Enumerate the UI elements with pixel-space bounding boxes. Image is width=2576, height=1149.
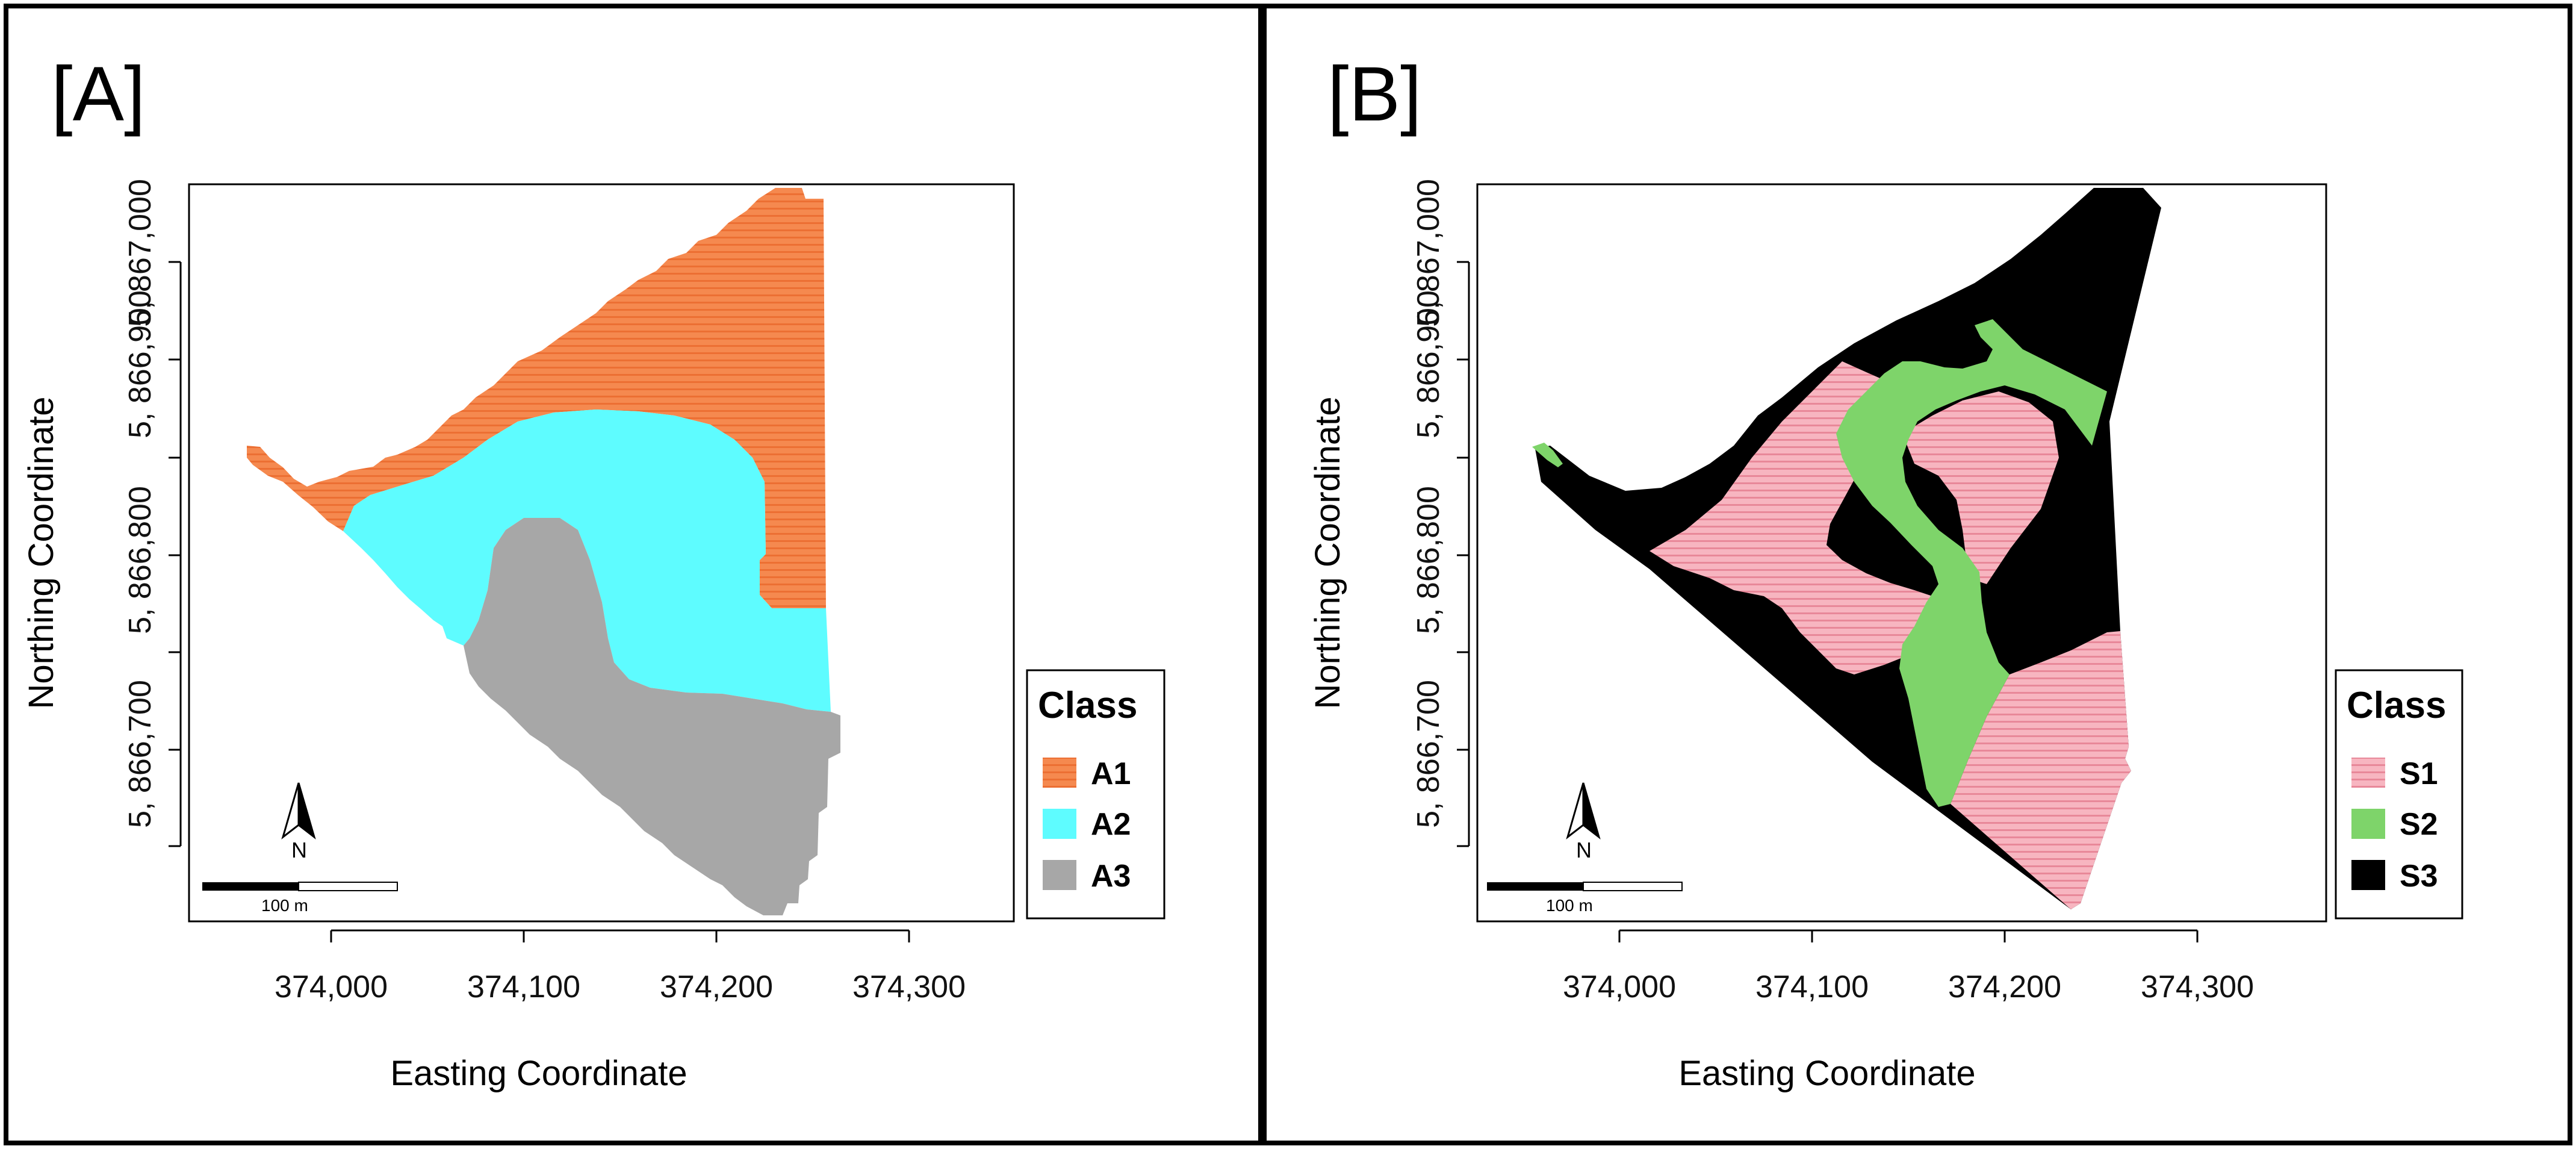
panel-divider — [1258, 6, 1267, 1143]
panel-b-map — [1532, 188, 2161, 909]
class-s2-region — [1532, 443, 1563, 467]
legend-label-a1: A1 — [1091, 756, 1131, 791]
y-tick-label: 5, 866,700 — [123, 680, 158, 828]
x-tick-label: 374,000 — [275, 970, 388, 1004]
panel-b-x-axis — [1618, 929, 2199, 942]
panel-b-legend: Class S1 S2 S3 — [2335, 669, 2463, 920]
y-tick-label: 5, 866,900 — [123, 290, 158, 438]
legend-swatch-a2 — [1043, 809, 1076, 839]
x-axis-title: Easting Coordinate — [390, 1054, 687, 1093]
panel-b-y-axis — [1457, 261, 1470, 847]
north-arrow-icon — [1566, 782, 1601, 839]
x-tick-label: 374,300 — [2141, 970, 2254, 1004]
class-a2-region — [343, 409, 831, 712]
north-label: N — [291, 838, 307, 862]
legend-swatch-a3 — [1043, 860, 1076, 890]
panel-b-plot-box — [1476, 183, 2327, 923]
y-tick-label: 5, 866,700 — [1411, 680, 1446, 828]
panel-a-legend: Class A1 A2 A3 — [1026, 669, 1165, 920]
legend-swatch-s3 — [2351, 860, 2385, 890]
panel-a-y-axis — [169, 261, 182, 847]
legend-label-s2: S2 — [2400, 807, 2438, 842]
class-s2-region — [1836, 319, 2107, 807]
class-s1-region — [1650, 361, 1957, 674]
scale-label: 100 m — [1546, 896, 1593, 915]
legend-swatch-s2 — [2351, 809, 2385, 839]
x-tick-label: 374,100 — [1755, 970, 1869, 1004]
class-s1-region — [1951, 631, 2131, 909]
scale-bar — [1487, 882, 1683, 891]
scale-bar — [202, 882, 398, 891]
panel-b-label: [B] — [1327, 51, 1422, 137]
class-a3-region — [464, 518, 840, 915]
y-axis-title: Northing Coordinate — [22, 396, 61, 709]
class-a1-region — [247, 188, 826, 608]
x-tick-label: 374,100 — [467, 970, 580, 1004]
panel-a-x-axis — [330, 929, 910, 942]
legend-label-a3: A3 — [1091, 859, 1131, 894]
y-tick-label: 5, 866,800 — [123, 486, 158, 634]
class-s1-region — [1902, 391, 2059, 584]
x-tick-label: 374,200 — [1948, 970, 2061, 1004]
y-axis-title: Northing Coordinate — [1308, 396, 1347, 709]
x-tick-label: 374,000 — [1563, 970, 1676, 1004]
panel-a: [A] N 100 m — [22, 51, 1165, 1093]
scale-label: 100 m — [261, 896, 308, 915]
y-tick-label: 5, 867,000 — [1411, 179, 1446, 327]
x-axis-title: Easting Coordinate — [1678, 1054, 1975, 1093]
legend-swatch-s1 — [2351, 758, 2385, 788]
y-tick-label: 5, 867,000 — [123, 179, 158, 327]
legend-label-s3: S3 — [2400, 859, 2438, 894]
panel-a-map — [247, 188, 840, 915]
panel-a-label: [A] — [51, 51, 146, 137]
y-tick-label: 5, 866,900 — [1411, 290, 1446, 438]
legend-label-s1: S1 — [2400, 756, 2438, 791]
figure-frame — [4, 4, 2572, 1145]
panel-b: [B] N 100 m — [1308, 51, 2463, 1093]
legend-swatch-a1 — [1043, 758, 1076, 788]
north-arrow-icon — [281, 782, 316, 839]
x-tick-label: 374,200 — [660, 970, 773, 1004]
legend-title: Class — [2347, 685, 2446, 726]
legend-title: Class — [1038, 685, 1137, 726]
panel-a-plot-box — [188, 183, 1015, 923]
legend-label-a2: A2 — [1091, 807, 1131, 842]
north-label: N — [1576, 838, 1592, 862]
y-tick-label: 5, 866,800 — [1411, 486, 1446, 634]
x-tick-label: 374,300 — [852, 970, 966, 1004]
